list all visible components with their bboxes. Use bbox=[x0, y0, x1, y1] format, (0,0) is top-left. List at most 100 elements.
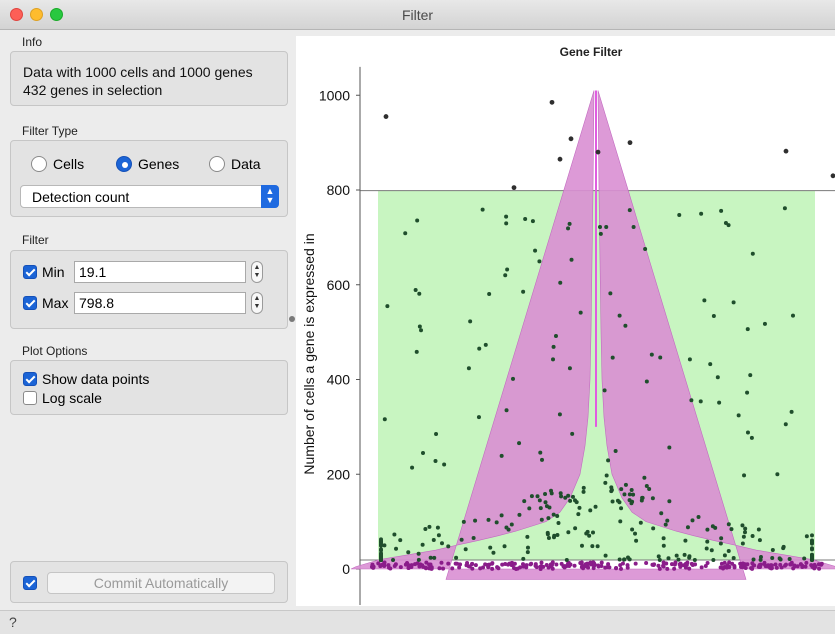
data-point bbox=[743, 566, 748, 571]
data-point bbox=[783, 563, 788, 568]
data-point bbox=[550, 566, 555, 571]
data-point bbox=[650, 496, 655, 501]
data-point bbox=[762, 321, 767, 326]
data-point bbox=[604, 224, 609, 229]
data-point bbox=[731, 556, 736, 561]
data-point bbox=[595, 149, 601, 155]
measure-dropdown[interactable]: Detection count ▲ ▼ bbox=[20, 185, 279, 208]
data-point bbox=[810, 555, 814, 560]
data-point bbox=[633, 531, 638, 536]
data-point bbox=[661, 543, 666, 548]
data-point bbox=[417, 324, 422, 329]
data-point bbox=[830, 173, 835, 179]
measure-dropdown-value: Detection count bbox=[32, 189, 130, 205]
show-data-points-checkbox[interactable] bbox=[23, 372, 37, 386]
data-point bbox=[599, 560, 604, 565]
filter-box: Min 19.1 ▲ ▼ Max 798.8 ▲ ▼ bbox=[10, 250, 288, 329]
data-point bbox=[633, 561, 638, 566]
data-point bbox=[710, 524, 715, 529]
data-point bbox=[810, 564, 815, 569]
data-point bbox=[551, 344, 556, 349]
data-point bbox=[423, 527, 428, 532]
min-stepper[interactable]: ▲ ▼ bbox=[251, 261, 263, 283]
zoom-window-button[interactable] bbox=[50, 8, 63, 21]
data-point bbox=[798, 562, 803, 567]
data-point bbox=[517, 512, 522, 517]
log-scale-option[interactable]: Log scale bbox=[23, 390, 102, 406]
data-point bbox=[665, 518, 670, 523]
log-scale-checkbox[interactable] bbox=[23, 391, 37, 405]
data-point bbox=[544, 504, 549, 509]
updown-chevron-icon[interactable]: ▲ ▼ bbox=[261, 185, 279, 208]
data-point bbox=[537, 498, 542, 503]
min-checkbox[interactable] bbox=[23, 265, 37, 279]
plot-options-section-label: Plot Options bbox=[22, 344, 88, 358]
data-point bbox=[468, 319, 473, 324]
data-point bbox=[619, 506, 624, 511]
data-point bbox=[487, 291, 492, 296]
data-point bbox=[439, 560, 444, 565]
data-point bbox=[736, 413, 741, 418]
data-point bbox=[417, 564, 422, 569]
data-point bbox=[392, 532, 397, 537]
data-point bbox=[410, 465, 415, 470]
data-point bbox=[376, 561, 381, 566]
radio-cells[interactable]: Cells bbox=[31, 156, 84, 172]
data-point bbox=[631, 224, 636, 229]
data-point bbox=[745, 390, 750, 395]
data-point bbox=[416, 557, 421, 562]
data-point bbox=[689, 398, 694, 403]
max-stepper[interactable]: ▲ ▼ bbox=[251, 292, 263, 314]
data-point bbox=[386, 563, 391, 568]
show-data-points-option[interactable]: Show data points bbox=[23, 371, 149, 387]
data-point bbox=[651, 526, 656, 531]
minimize-window-button[interactable] bbox=[30, 8, 43, 21]
data-point bbox=[567, 221, 572, 226]
min-value-input[interactable]: 19.1 bbox=[74, 261, 246, 283]
data-point bbox=[573, 526, 578, 531]
radio-genes[interactable]: Genes bbox=[116, 156, 179, 172]
data-point bbox=[810, 533, 814, 538]
data-point bbox=[705, 560, 710, 565]
data-point bbox=[702, 298, 707, 303]
data-point bbox=[551, 535, 556, 540]
data-point bbox=[650, 562, 655, 567]
max-value-input[interactable]: 798.8 bbox=[74, 292, 246, 314]
data-point bbox=[622, 492, 627, 497]
radio-data-indicator[interactable] bbox=[209, 156, 225, 172]
data-point bbox=[711, 557, 716, 562]
close-window-button[interactable] bbox=[10, 8, 23, 21]
data-point bbox=[510, 376, 515, 381]
data-point bbox=[685, 525, 690, 530]
max-checkbox[interactable] bbox=[23, 296, 37, 310]
data-point bbox=[783, 148, 789, 154]
radio-cells-indicator[interactable] bbox=[31, 156, 47, 172]
data-point bbox=[609, 485, 614, 490]
help-icon[interactable]: ? bbox=[9, 614, 17, 630]
data-point bbox=[657, 557, 662, 562]
data-point bbox=[687, 555, 692, 560]
commit-auto-checkbox[interactable] bbox=[23, 576, 37, 590]
data-point bbox=[379, 563, 384, 568]
data-point bbox=[538, 450, 543, 455]
splitter-handle[interactable] bbox=[289, 316, 295, 322]
data-point bbox=[726, 522, 731, 527]
data-point bbox=[643, 247, 648, 252]
data-point bbox=[698, 399, 703, 404]
data-point bbox=[511, 185, 517, 191]
data-point bbox=[481, 565, 486, 570]
radio-genes-indicator[interactable] bbox=[116, 156, 132, 172]
data-point bbox=[436, 533, 441, 538]
data-point bbox=[687, 357, 692, 362]
data-point bbox=[496, 566, 501, 571]
data-point bbox=[473, 518, 478, 523]
data-point bbox=[592, 562, 597, 567]
data-point bbox=[437, 566, 442, 571]
data-point bbox=[517, 441, 522, 446]
commit-button[interactable]: Commit Automatically bbox=[47, 572, 275, 594]
data-point bbox=[543, 500, 548, 505]
data-point bbox=[406, 550, 411, 555]
data-point bbox=[608, 291, 613, 296]
data-point bbox=[529, 561, 534, 566]
radio-data[interactable]: Data bbox=[209, 156, 261, 172]
